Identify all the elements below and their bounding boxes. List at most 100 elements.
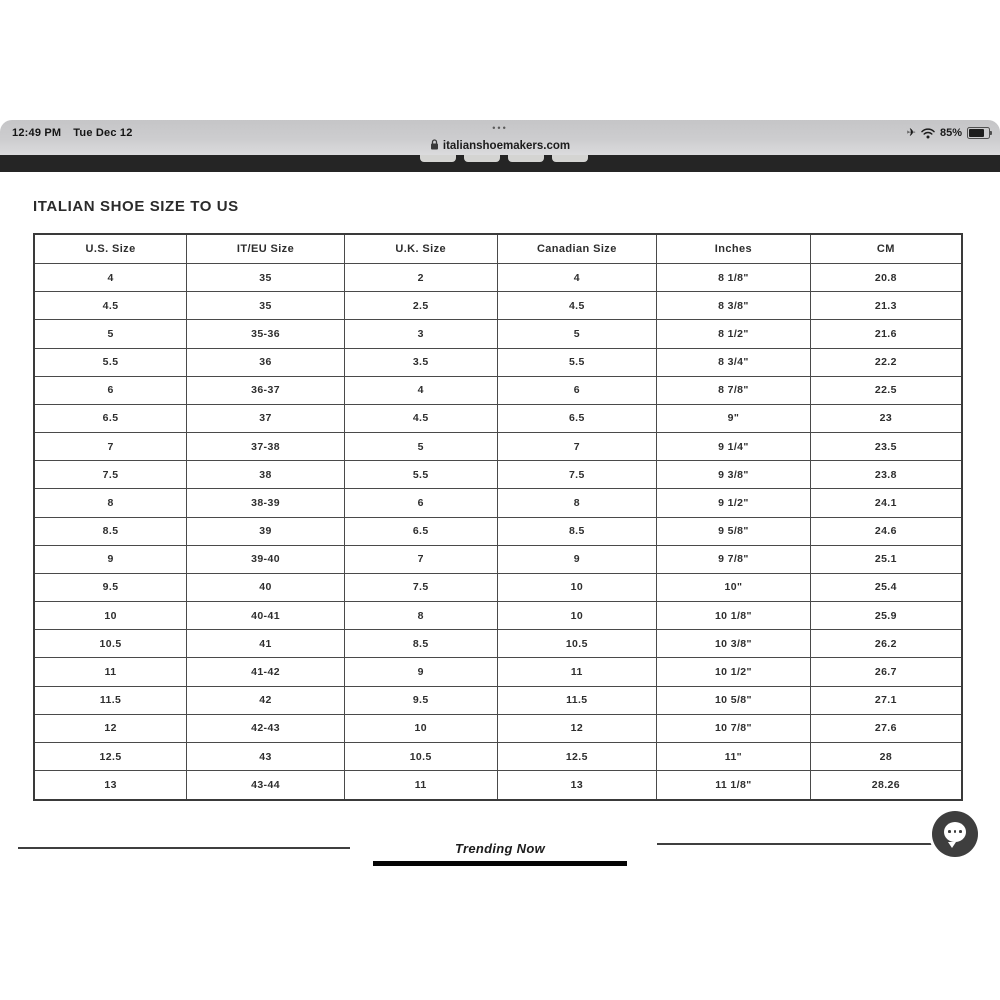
table-cell: 11 1/8" bbox=[656, 770, 811, 801]
table-cell: 11 bbox=[33, 657, 188, 687]
table-row: 9.5 40 7.5 10 10" 25.4 bbox=[33, 572, 963, 603]
clock-date: 12:49 PM Tue Dec 12 bbox=[12, 127, 133, 139]
table-cell: 37 bbox=[186, 403, 345, 434]
table-cell: 23 bbox=[809, 403, 963, 434]
table-cell: 12.5 bbox=[496, 741, 658, 772]
table-cell: 35 bbox=[186, 262, 345, 293]
table-cell: 25.1 bbox=[809, 544, 963, 574]
table-cell: 9 3/8" bbox=[656, 460, 811, 490]
table-cell: 8 3/4" bbox=[656, 347, 811, 377]
table-cell: 41 bbox=[186, 629, 345, 659]
tab-bump bbox=[420, 155, 456, 162]
table-cell: 8 bbox=[33, 488, 188, 518]
table-cell: 9.5 bbox=[33, 572, 188, 603]
table-cell: 22.2 bbox=[809, 347, 963, 377]
browser-dark-band bbox=[0, 155, 1000, 172]
table-header-cell: U.S. Size bbox=[33, 233, 188, 264]
table-cell: 12 bbox=[496, 713, 658, 743]
status-time: 12:49 PM bbox=[12, 127, 62, 139]
table-cell: 9" bbox=[656, 403, 811, 434]
table-row: 11.5 42 9.5 11.5 10 5/8" 27.1 bbox=[33, 685, 963, 715]
table-cell: 23.8 bbox=[809, 460, 963, 490]
table-cell: 27.1 bbox=[809, 685, 963, 715]
table-cell: 3 bbox=[343, 319, 498, 349]
table-cell: 10.5 bbox=[33, 629, 188, 659]
table-cell: 9 1/2" bbox=[656, 488, 811, 518]
table-cell: 8 1/2" bbox=[656, 319, 811, 349]
table-cell: 6.5 bbox=[33, 403, 188, 434]
table-row: 7.5 38 5.5 7.5 9 3/8" 23.8 bbox=[33, 460, 963, 490]
table-cell: 10 bbox=[343, 713, 498, 743]
table-cell: 28 bbox=[809, 741, 963, 772]
table-cell: 9 bbox=[33, 544, 188, 574]
table-cell: 10 bbox=[496, 572, 658, 603]
trending-now-label: Trending Now bbox=[454, 841, 546, 856]
table-cell: 4 bbox=[343, 375, 498, 405]
table-cell: 25.4 bbox=[809, 572, 963, 603]
table-cell: 35-36 bbox=[186, 319, 345, 349]
battery-percent-label: 85% bbox=[939, 127, 962, 139]
table-cell: 23.5 bbox=[809, 432, 963, 462]
table-cell: 27.6 bbox=[809, 713, 963, 743]
table-cell: 11 bbox=[343, 770, 498, 801]
table-cell: 10 3/8" bbox=[656, 629, 811, 659]
table-cell: 25.9 bbox=[809, 601, 963, 631]
table-cell: 5.5 bbox=[33, 347, 188, 377]
table-row: 4.5 35 2.5 4.5 8 3/8" 21.3 bbox=[33, 291, 963, 321]
table-cell: 2.5 bbox=[343, 291, 498, 321]
table-cell: 7.5 bbox=[33, 460, 188, 490]
table-cell: 10 bbox=[33, 601, 188, 631]
table-cell: 40-41 bbox=[186, 601, 345, 631]
table-cell: 11.5 bbox=[33, 685, 188, 715]
table-cell: 9 5/8" bbox=[656, 516, 811, 546]
table-cell: 36-37 bbox=[186, 375, 345, 405]
table-cell: 38 bbox=[186, 460, 345, 490]
table-cell: 11 bbox=[496, 657, 658, 687]
table-cell: 42 bbox=[186, 685, 345, 715]
table-cell: 8 3/8" bbox=[656, 291, 811, 321]
chat-button[interactable] bbox=[932, 811, 978, 857]
table-cell: 9 bbox=[496, 544, 658, 574]
table-cell: 40 bbox=[186, 572, 345, 603]
table-cell: 8.5 bbox=[496, 516, 658, 546]
table-cell: 35 bbox=[186, 291, 345, 321]
table-cell: 10 bbox=[496, 601, 658, 631]
trending-underline bbox=[373, 861, 627, 866]
table-cell: 11" bbox=[656, 741, 811, 772]
table-cell: 37-38 bbox=[186, 432, 345, 462]
page-title: ITALIAN SHOE SIZE TO US bbox=[33, 198, 239, 215]
size-conversion-table: U.S. Size IT/EU Size U.K. Size Canadian Siz… bbox=[33, 233, 963, 801]
lock-icon bbox=[430, 139, 438, 150]
table-cell: 5.5 bbox=[343, 460, 498, 490]
table-cell: 10 1/2" bbox=[656, 657, 811, 687]
tab-overview-dots[interactable]: ••• bbox=[492, 123, 508, 133]
table-cell: 36 bbox=[186, 347, 345, 377]
table-cell: 10.5 bbox=[343, 741, 498, 772]
table-cell: 10 5/8" bbox=[656, 685, 811, 715]
table-cell: 8.5 bbox=[33, 516, 188, 546]
table-row: 7 37-38 5 7 9 1/4" 23.5 bbox=[33, 432, 963, 462]
divider-line-right bbox=[657, 843, 960, 845]
table-cell: 38-39 bbox=[186, 488, 345, 518]
table-cell: 8 bbox=[496, 488, 658, 518]
table-cell: 5.5 bbox=[496, 347, 658, 377]
table-cell: 4 bbox=[496, 262, 658, 293]
table-cell: 43-44 bbox=[186, 770, 345, 801]
table-row: 11 41-42 9 11 10 1/2" 26.7 bbox=[33, 657, 963, 687]
address-bar-url: italianshoemakers.com bbox=[442, 140, 571, 152]
tab-bump bbox=[464, 155, 500, 162]
table-cell: 6.5 bbox=[343, 516, 498, 546]
table-row: 5 35-36 3 5 8 1/2" 21.6 bbox=[33, 319, 963, 349]
table-cell: 7 bbox=[343, 544, 498, 574]
table-cell: 8 7/8" bbox=[656, 375, 811, 405]
table-cell: 13 bbox=[496, 770, 658, 801]
table-cell: 12 bbox=[33, 713, 188, 743]
table-cell: 26.7 bbox=[809, 657, 963, 687]
table-cell: 28.26 bbox=[809, 770, 963, 801]
table-cell: 8 bbox=[343, 601, 498, 631]
tab-bump bbox=[552, 155, 588, 162]
table-cell: 42-43 bbox=[186, 713, 345, 743]
address-bar[interactable]: italianshoemakers.com bbox=[0, 139, 1000, 152]
table-row: 8.5 39 6.5 8.5 9 5/8" 24.6 bbox=[33, 516, 963, 546]
